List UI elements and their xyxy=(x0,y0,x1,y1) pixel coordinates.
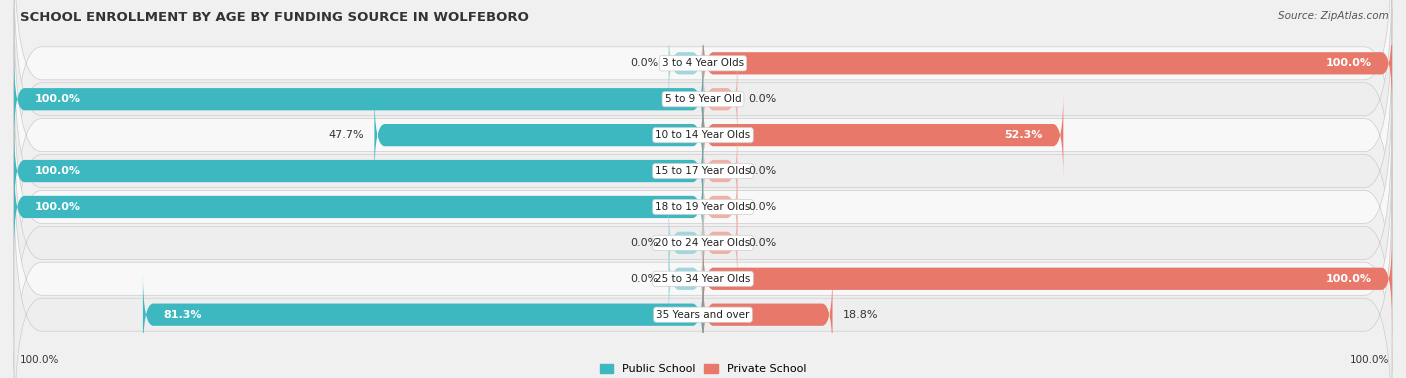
Text: 18.8%: 18.8% xyxy=(842,310,879,320)
FancyBboxPatch shape xyxy=(14,8,1392,262)
FancyBboxPatch shape xyxy=(14,187,1392,378)
Legend: Public School, Private School: Public School, Private School xyxy=(595,359,811,378)
Text: 0.0%: 0.0% xyxy=(748,166,776,176)
Text: 52.3%: 52.3% xyxy=(1004,130,1043,140)
FancyBboxPatch shape xyxy=(14,164,703,250)
Text: Source: ZipAtlas.com: Source: ZipAtlas.com xyxy=(1278,11,1389,21)
Text: 0.0%: 0.0% xyxy=(748,238,776,248)
FancyBboxPatch shape xyxy=(374,92,703,178)
FancyBboxPatch shape xyxy=(669,20,703,106)
FancyBboxPatch shape xyxy=(703,164,738,250)
FancyBboxPatch shape xyxy=(703,272,832,358)
FancyBboxPatch shape xyxy=(669,236,703,322)
FancyBboxPatch shape xyxy=(703,56,738,142)
FancyBboxPatch shape xyxy=(14,116,1392,370)
FancyBboxPatch shape xyxy=(14,152,1392,378)
Text: 0.0%: 0.0% xyxy=(630,58,658,68)
Text: 0.0%: 0.0% xyxy=(630,274,658,284)
FancyBboxPatch shape xyxy=(14,56,703,142)
FancyBboxPatch shape xyxy=(14,80,1392,334)
FancyBboxPatch shape xyxy=(14,0,1392,191)
Text: SCHOOL ENROLLMENT BY AGE BY FUNDING SOURCE IN WOLFEBORO: SCHOOL ENROLLMENT BY AGE BY FUNDING SOUR… xyxy=(20,11,529,24)
Text: 35 Years and over: 35 Years and over xyxy=(657,310,749,320)
Text: 0.0%: 0.0% xyxy=(748,202,776,212)
Text: 100.0%: 100.0% xyxy=(35,202,80,212)
FancyBboxPatch shape xyxy=(669,200,703,286)
Text: 10 to 14 Year Olds: 10 to 14 Year Olds xyxy=(655,130,751,140)
Text: 3 to 4 Year Olds: 3 to 4 Year Olds xyxy=(662,58,744,68)
Text: 100.0%: 100.0% xyxy=(1350,355,1389,365)
Text: 47.7%: 47.7% xyxy=(329,130,364,140)
Text: 100.0%: 100.0% xyxy=(1326,58,1371,68)
Text: 100.0%: 100.0% xyxy=(35,94,80,104)
FancyBboxPatch shape xyxy=(14,0,1392,226)
FancyBboxPatch shape xyxy=(143,272,703,358)
Text: 18 to 19 Year Olds: 18 to 19 Year Olds xyxy=(655,202,751,212)
Text: 20 to 24 Year Olds: 20 to 24 Year Olds xyxy=(655,238,751,248)
FancyBboxPatch shape xyxy=(703,128,738,214)
Text: 100.0%: 100.0% xyxy=(35,166,80,176)
Text: 25 to 34 Year Olds: 25 to 34 Year Olds xyxy=(655,274,751,284)
Text: 100.0%: 100.0% xyxy=(20,355,59,365)
Text: 15 to 17 Year Olds: 15 to 17 Year Olds xyxy=(655,166,751,176)
Text: 100.0%: 100.0% xyxy=(1326,274,1371,284)
FancyBboxPatch shape xyxy=(703,236,1392,322)
Text: 5 to 9 Year Old: 5 to 9 Year Old xyxy=(665,94,741,104)
FancyBboxPatch shape xyxy=(703,200,738,286)
Text: 0.0%: 0.0% xyxy=(630,238,658,248)
FancyBboxPatch shape xyxy=(14,44,1392,298)
FancyBboxPatch shape xyxy=(14,128,703,214)
FancyBboxPatch shape xyxy=(703,20,1392,106)
Text: 81.3%: 81.3% xyxy=(163,310,202,320)
FancyBboxPatch shape xyxy=(703,92,1063,178)
Text: 0.0%: 0.0% xyxy=(748,94,776,104)
